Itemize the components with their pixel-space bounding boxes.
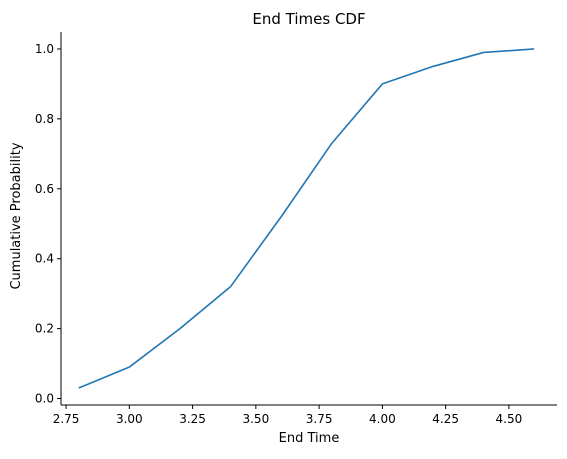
cdf-point: [230, 286, 232, 288]
cdf-point: [78, 387, 80, 389]
y-tick-label: 0.0: [35, 392, 54, 406]
y-tick-label: 0.8: [35, 112, 54, 126]
x-tick-label: 3.75: [306, 412, 333, 426]
cdf-point: [331, 143, 333, 145]
x-tick-label: 4.25: [432, 412, 459, 426]
y-tick-label: 0.4: [35, 252, 54, 266]
cdf-point: [129, 366, 131, 368]
cdf-point: [533, 48, 535, 50]
cdf-point: [179, 328, 181, 330]
cdf-point: [483, 52, 485, 54]
x-axis-title: End Time: [279, 431, 340, 446]
x-tick-label: 3.25: [179, 412, 206, 426]
x-tick-label: 4.00: [369, 412, 396, 426]
y-tick-label: 0.6: [35, 182, 54, 196]
cdf-point: [382, 83, 384, 85]
x-tick-label: 4.50: [496, 412, 523, 426]
chart-title: End Times CDF: [252, 10, 365, 28]
x-tick-label: 3.50: [242, 412, 269, 426]
cdf-point: [432, 66, 434, 68]
y-tick-label: 1.0: [35, 42, 54, 56]
plot-area: 2.75 3.00 3.25 3.50 3.75 4.00 4.25 4.50 0.0 0.2 0.…: [35, 32, 557, 426]
x-tick-label: 2.75: [53, 412, 80, 426]
x-tick-label: 3.00: [116, 412, 143, 426]
cdf-point: [280, 216, 282, 218]
y-axis-title: Cumulative Probability: [9, 142, 24, 289]
cdf-line: [78, 48, 535, 389]
y-tick-label: 0.2: [35, 322, 54, 336]
